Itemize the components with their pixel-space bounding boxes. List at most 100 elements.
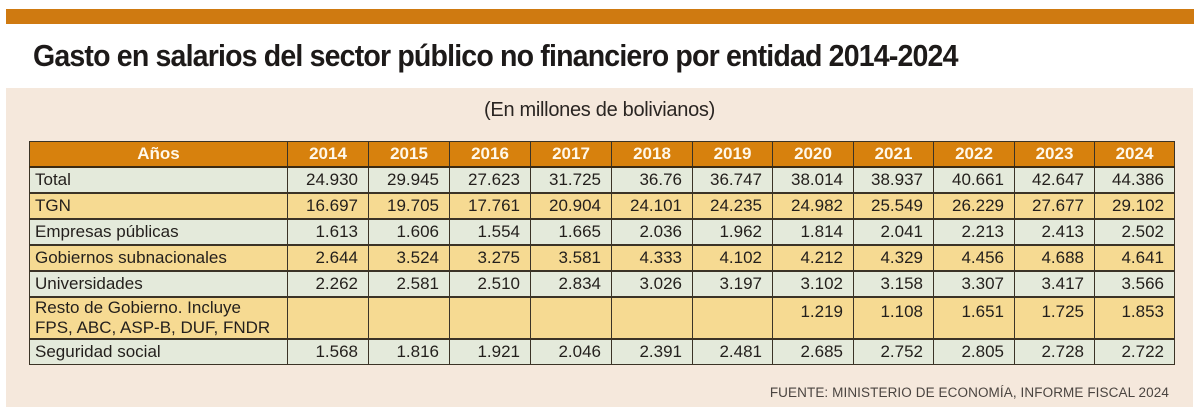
- table-row-tgn: TGN 16.697 19.705 17.761 20.904 24.101 2…: [29, 191, 1175, 220]
- table-cell: 1.219: [772, 295, 854, 340]
- table-cell: 29.102: [1094, 191, 1175, 220]
- table-cell: 24.982: [772, 191, 854, 220]
- table-cell: 2.413: [1014, 218, 1095, 245]
- table-cell: 1.665: [530, 218, 612, 245]
- table-cell: 2.046: [530, 338, 612, 365]
- table-cell: 2.805: [933, 338, 1015, 365]
- table-cell: 24.101: [611, 191, 693, 220]
- header-year: 2017: [530, 141, 612, 168]
- table-cell: 27.677: [1014, 191, 1095, 220]
- header-year: 2020: [772, 141, 854, 168]
- row-label-line1: Resto de Gobierno. Incluye: [35, 297, 242, 317]
- table-cell: 44.386: [1094, 166, 1175, 193]
- table-cell: 1.853: [1094, 295, 1175, 340]
- table-cell: 4.212: [772, 243, 854, 272]
- source-note: FUENTE: MINISTERIO DE ECONOMÍA, INFORME …: [769, 385, 1169, 400]
- salary-table: Años 2014 2015 2016 2017 2018 2019 2020 …: [29, 141, 1175, 365]
- table-subtitle: (En millones de bolivianos): [484, 99, 715, 121]
- row-label: Seguridad social: [29, 338, 288, 365]
- row-label: Gobiernos subnacionales: [29, 243, 288, 272]
- table-cell: 2.481: [692, 338, 773, 365]
- table-cell: 3.307: [933, 270, 1015, 297]
- table-cell: 2.728: [1014, 338, 1095, 365]
- header-year: 2014: [287, 141, 369, 168]
- row-label: Resto de Gobierno. Incluye FPS, ABC, ASP…: [29, 295, 288, 340]
- table-cell: 4.641: [1094, 243, 1175, 272]
- table-cell: 38.014: [772, 166, 854, 193]
- header-year: 2015: [368, 141, 450, 168]
- table-row-resto-de-gobierno: Resto de Gobierno. Incluye FPS, ABC, ASP…: [29, 295, 1175, 340]
- header-year: 2021: [853, 141, 934, 168]
- table-cell: 2.834: [530, 270, 612, 297]
- header-year: 2023: [1014, 141, 1095, 168]
- table-cell: 16.697: [287, 191, 369, 220]
- table-cell: 2.752: [853, 338, 934, 365]
- table-cell: 3.158: [853, 270, 934, 297]
- table-cell: 1.651: [933, 295, 1015, 340]
- row-label: Empresas públicas: [29, 218, 288, 245]
- table-cell: 1.921: [449, 338, 531, 365]
- header-year: 2019: [692, 141, 773, 168]
- table-cell: 36.747: [692, 166, 773, 193]
- table-row-empresas-publicas: Empresas públicas 1.613 1.606 1.554 1.66…: [29, 218, 1175, 245]
- table-cell: 1.725: [1014, 295, 1095, 340]
- table-cell: 2.644: [287, 243, 369, 272]
- row-label: Universidades: [29, 270, 288, 297]
- table-cell: 42.647: [1014, 166, 1095, 193]
- table-cell: 1.962: [692, 218, 773, 245]
- table-cell: 3.102: [772, 270, 854, 297]
- row-label-line2: FPS, ABC, ASP-B, DUF, FNDR: [35, 317, 271, 337]
- table-cell: 1.554: [449, 218, 531, 245]
- header-year: 2022: [933, 141, 1015, 168]
- table-cell: 1.568: [287, 338, 369, 365]
- table-row-universidades: Universidades 2.262 2.581 2.510 2.834 3.…: [29, 270, 1175, 297]
- table-cell: 2.391: [611, 338, 693, 365]
- table-cell: 4.329: [853, 243, 934, 272]
- table-cell: 1.816: [368, 338, 450, 365]
- table-cell: [692, 295, 773, 340]
- table-cell: 36.76: [611, 166, 693, 193]
- table-cell: 2.036: [611, 218, 693, 245]
- table-cell: [287, 295, 369, 340]
- table-cell: 3.197: [692, 270, 773, 297]
- table-cell: 4.456: [933, 243, 1015, 272]
- header-year: 2016: [449, 141, 531, 168]
- table-row-seguridad-social: Seguridad social 1.568 1.816 1.921 2.046…: [29, 338, 1175, 365]
- table-cell: 27.623: [449, 166, 531, 193]
- table-cell: 2.510: [449, 270, 531, 297]
- table-cell: 24.930: [287, 166, 369, 193]
- table-cell: [449, 295, 531, 340]
- table-cell: 2.581: [368, 270, 450, 297]
- header-row: Años 2014 2015 2016 2017 2018 2019 2020 …: [29, 141, 1175, 168]
- table-cell: 3.581: [530, 243, 612, 272]
- table-row-gobiernos-subnacionales: Gobiernos subnacionales 2.644 3.524 3.27…: [29, 243, 1175, 272]
- table-cell: 2.502: [1094, 218, 1175, 245]
- table-cell: 38.937: [853, 166, 934, 193]
- table-row-total: Total 24.930 29.945 27.623 31.725 36.76 …: [29, 166, 1175, 193]
- row-label: TGN: [29, 191, 288, 220]
- table-panel: (En millones de bolivianos) Años 2014 20…: [6, 88, 1193, 407]
- table-cell: 3.524: [368, 243, 450, 272]
- table-cell: [368, 295, 450, 340]
- table-cell: 2.722: [1094, 338, 1175, 365]
- table-cell: 1.606: [368, 218, 450, 245]
- table-cell: 3.417: [1014, 270, 1095, 297]
- table-cell: 25.549: [853, 191, 934, 220]
- table-cell: 17.761: [449, 191, 531, 220]
- page-title: Gasto en salarios del sector público no …: [33, 38, 958, 73]
- top-accent-bar: [6, 9, 1194, 24]
- table-cell: 20.904: [530, 191, 612, 220]
- table-cell: 3.026: [611, 270, 693, 297]
- table-cell: [611, 295, 693, 340]
- header-years-label: Años: [29, 141, 288, 168]
- table-cell: 4.333: [611, 243, 693, 272]
- table-cell: 2.685: [772, 338, 854, 365]
- table-cell: 1.814: [772, 218, 854, 245]
- table-cell: 26.229: [933, 191, 1015, 220]
- table-cell: 2.213: [933, 218, 1015, 245]
- table-cell: 1.108: [853, 295, 934, 340]
- table-cell: 1.613: [287, 218, 369, 245]
- table-cell: 29.945: [368, 166, 450, 193]
- table-cell: 24.235: [692, 191, 773, 220]
- table-cell: 3.275: [449, 243, 531, 272]
